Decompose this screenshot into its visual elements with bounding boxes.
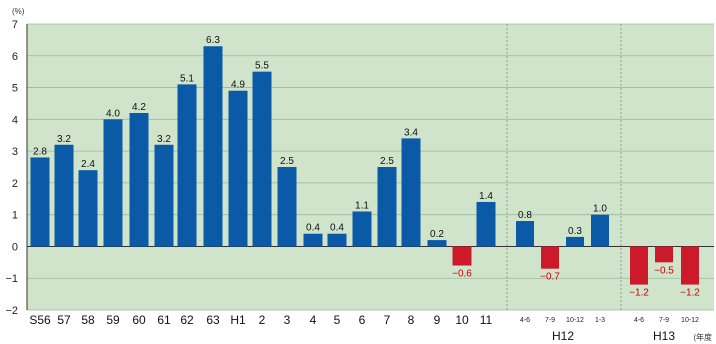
y-tick-label: 5 <box>12 83 18 95</box>
data-label: −0.7 <box>540 272 560 283</box>
x-tick-label: 63 <box>206 313 220 327</box>
data-label: 5.5 <box>255 61 269 72</box>
bar <box>228 90 248 247</box>
bar <box>177 84 197 247</box>
data-label: −0.5 <box>654 265 674 276</box>
y-tick-label: −2 <box>5 305 18 317</box>
bar <box>655 246 673 263</box>
x-tick-label: 11 <box>480 313 493 327</box>
data-label: −0.6 <box>452 269 472 280</box>
bar <box>277 167 297 247</box>
x-tick-label: 1-3 <box>595 317 605 324</box>
x-tick-label: 8 <box>408 313 415 327</box>
bar <box>516 221 534 247</box>
bar <box>427 240 447 247</box>
bar <box>252 71 272 247</box>
data-label: −1.2 <box>629 288 649 299</box>
x-tick-label: 62 <box>180 313 194 327</box>
data-label: 6.3 <box>206 35 220 46</box>
bar <box>78 170 98 247</box>
x-tick-label: 57 <box>57 313 71 327</box>
bar <box>54 144 74 247</box>
data-label: 2.5 <box>280 156 294 167</box>
data-label: 3.2 <box>157 134 171 145</box>
data-label: 5.1 <box>180 73 194 84</box>
bar <box>352 211 372 247</box>
x-tick-label: 2 <box>259 313 266 327</box>
y-tick-label: 7 <box>12 19 18 31</box>
x-tick-label: 7 <box>384 313 391 327</box>
data-label: 0.4 <box>306 223 320 234</box>
y-tick-label: 4 <box>12 114 18 126</box>
x-tick-label: 6 <box>359 313 366 327</box>
y-tick-label: 6 <box>12 51 18 63</box>
x-tick-label: 10 <box>455 313 469 327</box>
y-tick-label: 2 <box>12 178 18 190</box>
fiscal-year-note: (年度 <box>693 332 712 342</box>
data-label: 0.2 <box>430 229 444 240</box>
x-tick-label: 4-6 <box>520 317 530 324</box>
data-label: 4.9 <box>231 80 245 91</box>
x-tick-label: 7-9 <box>545 317 555 324</box>
bar <box>566 236 584 247</box>
data-label: 0.8 <box>518 210 532 221</box>
y-tick-label: 0 <box>12 241 18 253</box>
x-tick-label: 59 <box>106 313 120 327</box>
bar <box>541 246 559 269</box>
x-tick-label: 7-9 <box>659 317 669 324</box>
data-label: 2.4 <box>81 159 95 170</box>
x-tick-label: 60 <box>132 313 146 327</box>
x-tick-label: 58 <box>81 313 95 327</box>
data-label: 2.5 <box>380 156 394 167</box>
bar <box>154 144 174 247</box>
x-tick-label: 10-12 <box>681 317 699 324</box>
x-tick-label: 4-6 <box>634 317 644 324</box>
x-tick-label: H1 <box>230 313 246 327</box>
data-label: 4.0 <box>106 108 120 119</box>
bar <box>401 138 421 247</box>
data-label: 2.8 <box>33 146 47 157</box>
bar <box>630 246 648 285</box>
y-tick-label: 1 <box>12 210 18 222</box>
x-tick-label: S56 <box>29 313 51 327</box>
bar <box>476 201 496 247</box>
group-label: H13 <box>653 329 675 343</box>
bar <box>591 214 609 247</box>
x-tick-label: 61 <box>157 313 171 327</box>
bar <box>203 46 223 247</box>
bar <box>377 167 397 247</box>
group-label: H12 <box>552 329 574 343</box>
data-label: −1.2 <box>680 288 700 299</box>
bar <box>327 233 347 247</box>
data-label: 0.4 <box>330 223 344 234</box>
data-label: 3.2 <box>57 134 71 145</box>
x-tick-label: 3 <box>284 313 291 327</box>
data-label: 1.1 <box>355 200 369 211</box>
x-tick-label: 4 <box>310 313 317 327</box>
bar <box>681 246 699 285</box>
data-label: 4.2 <box>132 102 146 113</box>
x-tick-label: 5 <box>334 313 341 327</box>
y-tick-label: −1 <box>5 273 18 285</box>
y-tick-label: 3 <box>12 146 18 158</box>
data-label: 1.0 <box>593 204 607 215</box>
data-label: 1.4 <box>479 191 493 202</box>
x-tick-label: 10-12 <box>566 317 584 324</box>
x-tick-label: 9 <box>434 313 441 327</box>
y-unit-label: (%) <box>12 7 25 16</box>
data-label: 0.3 <box>568 226 582 237</box>
bar <box>452 246 472 266</box>
bar <box>30 157 50 247</box>
bar <box>129 112 149 247</box>
bar <box>103 119 123 247</box>
data-label: 3.4 <box>404 127 418 138</box>
bar <box>303 233 323 247</box>
